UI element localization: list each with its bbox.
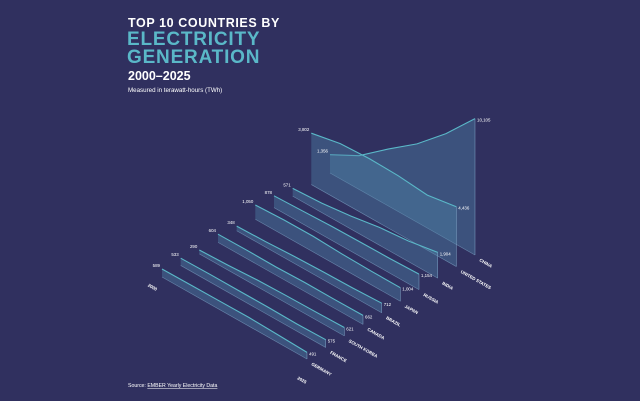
end-value-russia: 1,154 (421, 273, 433, 278)
country-label-russia: RUSSIA (423, 292, 441, 305)
source-link[interactable]: EMBER Yearly Electricity Data (147, 383, 217, 389)
start-value-japan: 1,050 (242, 199, 254, 204)
line-japan (255, 204, 401, 289)
ribbon-india (292, 188, 438, 279)
x-start-label: 2000 (147, 283, 158, 292)
baseline-united-states (311, 184, 457, 267)
ribbon-germany (162, 269, 307, 359)
baseline-brazil (236, 230, 382, 314)
baseline-south-korea (199, 253, 345, 337)
start-value-brazil: 348 (227, 220, 235, 225)
ribbon-russia (274, 195, 419, 290)
end-value-germany: 491 (309, 351, 317, 356)
line-india (292, 187, 438, 253)
baseline-japan (255, 218, 401, 302)
end-value-india: 1,904 (440, 251, 452, 256)
line-france (180, 257, 326, 341)
line-china (329, 118, 476, 157)
title-line-1: TOP 10 COUNTRIES BY (128, 16, 280, 30)
baseline-china (329, 172, 476, 256)
ribbon-china (330, 118, 475, 255)
line-brazil (236, 225, 382, 304)
baseline-russia (273, 207, 420, 290)
end-value-france: 575 (328, 339, 336, 344)
ribbon-canada (218, 234, 363, 325)
baseline-canada (217, 242, 364, 325)
country-label-united-states: UNITED STATES (460, 269, 492, 290)
country-label-india: INDIA (441, 281, 455, 292)
line-russia (273, 195, 420, 275)
start-value-canada: 604 (209, 228, 217, 233)
ribbon-brazil (236, 226, 382, 313)
baseline-germany (161, 276, 308, 360)
end-value-canada: 662 (365, 314, 373, 319)
country-label-japan: JAPAN (404, 304, 419, 316)
country-label-france: FRANCE (329, 350, 347, 363)
line-germany (161, 268, 308, 353)
line-south-korea (199, 249, 345, 328)
title-line-3: GENERATION (127, 47, 260, 68)
end-value-united-states: 4,436 (458, 206, 470, 211)
baseline-india (292, 195, 438, 279)
end-value-japan: 1,004 (402, 287, 414, 292)
line-canada (217, 233, 364, 316)
ribbon-japan (255, 205, 401, 302)
baseline-france (180, 265, 326, 348)
labels-layer: 1,356 10,105 CHINA 3,802 4,436 UNITED STATES 5… (147, 118, 494, 385)
chart-subtitle: Measured in terawatt-hours (TWh) (128, 87, 222, 94)
start-value-germany: 589 (153, 263, 161, 268)
source-note: Source: EMBER Yearly Electricity Data (128, 383, 217, 389)
title-years: 2000–2025 (128, 69, 191, 83)
title-line-2: ELECTRICITY (127, 29, 260, 50)
source-label: Source: (128, 383, 147, 389)
start-value-france: 533 (171, 252, 179, 257)
line-united-states (311, 132, 457, 208)
ribbon-south-korea (199, 250, 345, 336)
country-label-china: CHINA (479, 258, 494, 270)
x-end-label: 2025 (297, 376, 308, 385)
end-value-south-korea: 621 (346, 327, 354, 332)
start-value-china: 1,356 (317, 149, 329, 154)
country-label-south-korea: SOUTH KOREA (348, 338, 379, 359)
start-value-russia: 878 (265, 190, 273, 195)
end-value-brazil: 712 (384, 302, 392, 307)
start-value-south-korea: 290 (190, 244, 198, 249)
end-value-china: 10,105 (477, 118, 491, 123)
country-label-brazil: BRAZIL (385, 315, 402, 327)
start-value-united-states: 3,802 (298, 127, 310, 132)
ribbons-layer (161, 118, 476, 360)
ribbon-france (180, 258, 326, 348)
ribbon-united-states (311, 133, 457, 267)
start-value-india: 571 (283, 182, 291, 187)
country-label-germany: GERMANY (311, 362, 333, 377)
country-label-canada: CANADA (367, 327, 387, 341)
